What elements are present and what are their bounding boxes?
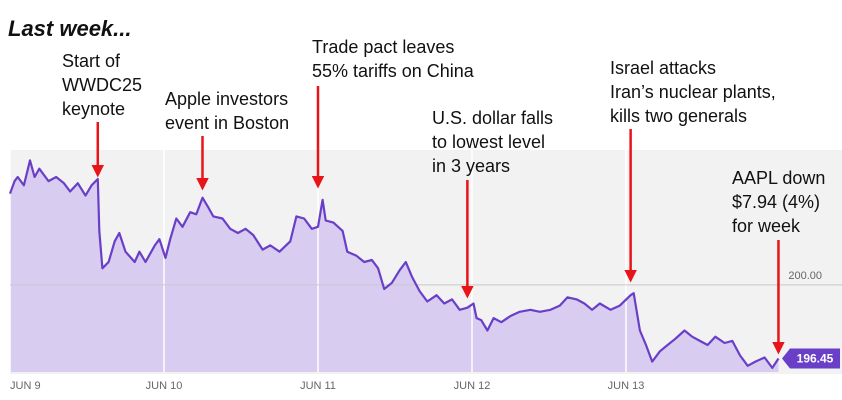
area (10, 160, 779, 372)
annotation-text: to lowest level (432, 132, 545, 152)
annotation-text: 55% tariffs on China (312, 61, 475, 81)
annotation-text: Israel attacks (610, 58, 716, 78)
value-tag (782, 348, 840, 369)
x-tick-label: JUN 13 (608, 380, 645, 392)
x-tick-label: JUN 10 (146, 380, 183, 392)
annotation-text: for week (732, 216, 801, 236)
annotation-text: kills two generals (610, 106, 747, 126)
value-tag-label: 196.45 (797, 352, 834, 366)
annotation-text: $7.94 (4%) (732, 192, 820, 212)
annotation-text: Start of (62, 51, 121, 71)
annotation-text: keynote (62, 99, 125, 119)
annotation-text: Apple investors (165, 89, 288, 109)
annotation-text: Trade pact leaves (312, 37, 454, 57)
x-tick-label: JUN 9 (10, 380, 41, 392)
annotation-text: WWDC25 (62, 75, 142, 95)
annotation-text: AAPL down (732, 168, 825, 188)
chart-title: Last week... (8, 16, 132, 41)
x-tick-label: JUN 11 (300, 380, 336, 392)
annotation-text: Iran’s nuclear plants, (610, 82, 776, 102)
y-tick-label: 200.00 (788, 270, 822, 282)
annotation-text: U.S. dollar falls (432, 108, 553, 128)
annotation-text: in 3 years (432, 156, 510, 176)
x-tick-label: JUN 12 (454, 380, 491, 392)
line (8, 159, 780, 369)
annotation-text: event in Boston (165, 113, 289, 133)
